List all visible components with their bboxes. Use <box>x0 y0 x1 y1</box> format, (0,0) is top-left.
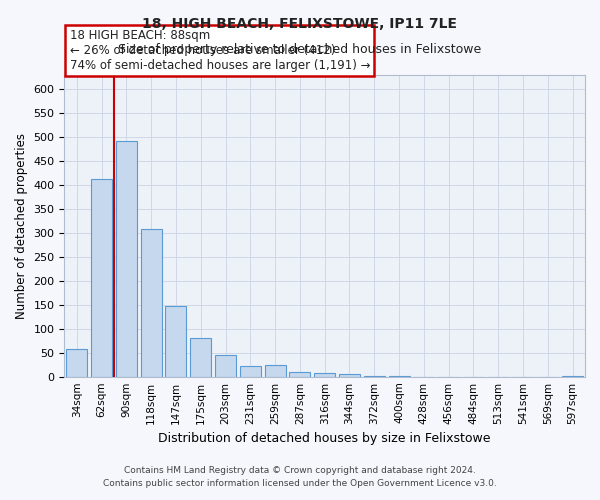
X-axis label: Distribution of detached houses by size in Felixstowe: Distribution of detached houses by size … <box>158 432 491 445</box>
Text: Contains HM Land Registry data © Crown copyright and database right 2024.
Contai: Contains HM Land Registry data © Crown c… <box>103 466 497 487</box>
Text: Size of property relative to detached houses in Felixstowe: Size of property relative to detached ho… <box>118 42 482 56</box>
Bar <box>265 364 286 376</box>
Bar <box>339 374 360 376</box>
Bar <box>166 306 187 376</box>
Bar <box>140 229 162 376</box>
Text: 18, HIGH BEACH, FELIXSTOWE, IP11 7LE: 18, HIGH BEACH, FELIXSTOWE, IP11 7LE <box>143 18 458 32</box>
Text: 18 HIGH BEACH: 88sqm
← 26% of detached houses are smaller (412)
74% of semi-deta: 18 HIGH BEACH: 88sqm ← 26% of detached h… <box>70 29 370 72</box>
Bar <box>314 373 335 376</box>
Bar <box>289 372 310 376</box>
Bar <box>190 338 211 376</box>
Bar <box>116 140 137 376</box>
Bar <box>66 350 88 376</box>
Bar <box>240 366 261 376</box>
Bar <box>215 355 236 376</box>
Bar <box>91 180 112 376</box>
Y-axis label: Number of detached properties: Number of detached properties <box>15 133 28 319</box>
